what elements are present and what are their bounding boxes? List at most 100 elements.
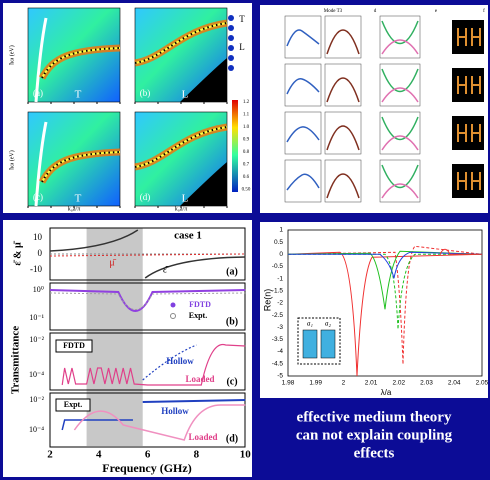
y-tick-label: -0.5 (272, 263, 284, 270)
resonator-icon (457, 124, 467, 142)
column-label: d (374, 9, 377, 14)
caption-line: effects (354, 445, 395, 461)
light-cone (34, 121, 48, 207)
subplot-frame (49, 282, 246, 331)
hollow-label: Hollow (166, 356, 194, 366)
subplot-frame (49, 332, 246, 391)
legend-label: L (239, 42, 245, 52)
loaded-expt (73, 404, 246, 441)
y-tick-label: -4 (277, 348, 283, 355)
inset-cell (302, 329, 318, 359)
legend-dot (228, 15, 234, 21)
green-curve (381, 164, 419, 188)
x-tick-label: 1.98 (282, 380, 295, 387)
label-box (55, 398, 91, 412)
resonator-icon (471, 76, 481, 94)
pink-curve (381, 39, 419, 55)
inset-label: a₁ (307, 320, 313, 328)
resonator-icon (457, 28, 467, 46)
legend-marker (170, 302, 176, 308)
y-axis-label: Transmittance (10, 326, 22, 394)
y-tick-label: -1.5 (272, 287, 284, 294)
loaded-label: Loaded (185, 374, 214, 384)
colorbar (232, 100, 238, 192)
x-tick-label: 8 (194, 449, 200, 461)
blue-curve (286, 173, 320, 191)
mode-label: T (75, 193, 82, 205)
legend-dot (228, 45, 234, 51)
mode-label: L (182, 193, 189, 205)
box-label: Expt. (64, 400, 82, 409)
y-tick-label: -3.5 (272, 336, 284, 343)
x-tick-label: 2.05 (476, 380, 489, 387)
colorbar-tick: 0.8 (243, 150, 250, 155)
legend-dot (228, 35, 234, 41)
panel-label: (b) (226, 316, 238, 327)
legend-dot (228, 55, 234, 61)
hollow-expt (61, 419, 133, 431)
brown-curve (326, 173, 360, 199)
y-axis-label: ħω (eV) (8, 150, 15, 169)
resonator-icon (471, 172, 481, 190)
blue-curve (286, 126, 320, 143)
dark-region (180, 162, 227, 206)
small-plot (379, 159, 421, 203)
hollow-expt (142, 399, 246, 403)
dotted-fit (134, 22, 228, 64)
brown-curve (326, 125, 360, 151)
x-tick-label: 1.99 (309, 380, 322, 387)
y-tick-label: 1 (279, 227, 283, 234)
colorbar-tick: 0.9 (243, 138, 250, 143)
colorbar-tick: 1.0 (243, 125, 250, 130)
caption-line: can not explain coupling (296, 427, 453, 443)
y-tick-label: -5 (277, 373, 283, 380)
red-solid (287, 251, 483, 377)
y-tick-label: 0.5 (274, 239, 283, 246)
panel-label: (c) (226, 376, 237, 387)
x-tick-label: 6 (145, 449, 151, 461)
y-tick-label: -4.5 (272, 360, 284, 367)
inset-label: a₂ (325, 320, 332, 328)
x-tick-label: 2.04 (448, 380, 461, 387)
resonator-icon (471, 28, 481, 46)
epsilon-curve (49, 229, 246, 279)
green-dashed (288, 253, 482, 330)
y-tick-label: 10⁻⁴ (29, 425, 44, 434)
green-solid (287, 250, 483, 310)
heatmap (27, 7, 121, 103)
x-tick-label: 2.01 (365, 380, 378, 387)
case-label: case 1 (174, 230, 202, 242)
hollow-label: Hollow (161, 406, 189, 416)
resonator-icon (457, 76, 467, 94)
box-label: FDTD (63, 341, 85, 350)
green-curve (381, 116, 419, 140)
y-tick-label: 10⁻² (29, 395, 44, 404)
panel-label: (c) (33, 192, 43, 202)
red-dashed (287, 245, 483, 365)
pink-curve (381, 183, 419, 199)
panel-label: (d) (226, 433, 238, 444)
x-axis-label: λ/a (381, 388, 392, 397)
blue-curve (286, 78, 320, 95)
y-tick-label: -1 (277, 275, 283, 282)
inset-cell (320, 329, 336, 359)
dotted-fit (41, 151, 121, 183)
x-tick-label: 4 (96, 449, 102, 461)
small-plot (324, 159, 362, 203)
resonator-icon (471, 124, 481, 142)
mode-label: L (182, 89, 189, 101)
x-tick-label: 2 (47, 449, 53, 461)
subplot-frame (49, 392, 246, 448)
label-box (55, 339, 93, 353)
brown-curve (326, 29, 360, 55)
small-plot (284, 111, 322, 155)
pink-curve (381, 135, 419, 151)
panel-label: (d) (140, 192, 151, 202)
pink-curve (381, 87, 419, 103)
y-tick-label: -2 (277, 300, 283, 307)
colorbar-tick: 0.7 (243, 163, 250, 168)
panel-label: (a) (226, 266, 238, 277)
y-axis-label: Re(n) (262, 289, 272, 312)
legend-dot (228, 65, 234, 71)
